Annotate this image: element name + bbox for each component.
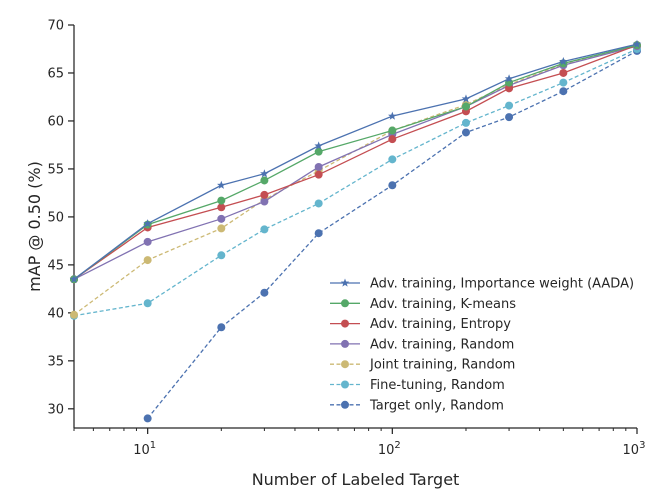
- legend-label: Target only, Random: [369, 398, 504, 413]
- legend-entry: Target only, Random: [330, 398, 504, 413]
- series-line: [73, 44, 638, 280]
- data-point: [69, 274, 79, 283]
- y-tick-label: 45: [47, 258, 64, 273]
- data-point: [314, 147, 323, 156]
- data-point: [260, 190, 269, 199]
- legend-label: Adv. training, Importance weight (AADA): [370, 277, 634, 292]
- data-point: [559, 78, 568, 87]
- data-point: [314, 199, 323, 208]
- data-point: [217, 251, 226, 260]
- y-tick-label: 40: [47, 306, 64, 321]
- x-tick-label: 102: [378, 440, 401, 458]
- legend-entry: Adv. training, K-means: [330, 297, 516, 312]
- data-point: [504, 74, 514, 83]
- y-tick-label: 50: [47, 210, 64, 225]
- y-tick-label: 55: [47, 162, 64, 177]
- y-tick-label: 30: [47, 402, 64, 417]
- data-point: [388, 126, 397, 135]
- data-point: [388, 155, 397, 164]
- series: [70, 41, 641, 284]
- y-tick-label: 35: [47, 354, 64, 369]
- series-line: [73, 48, 638, 317]
- series: [70, 42, 641, 284]
- series: [70, 44, 641, 320]
- data-point: [559, 87, 568, 96]
- data-point: [461, 118, 470, 127]
- legend-label: Adv. training, Entropy: [370, 317, 511, 332]
- data-point: [143, 256, 152, 265]
- legend-label: Joint training, Random: [369, 358, 515, 373]
- x-tick-label: 103: [623, 440, 646, 458]
- data-point: [143, 299, 152, 308]
- data-point: [143, 219, 152, 228]
- legend-marker: [341, 299, 349, 308]
- legend-entry: Fine-tuning, Random: [330, 378, 505, 393]
- data-point: [260, 176, 269, 185]
- data-point: [505, 113, 514, 122]
- legend-entry: Adv. training, Random: [330, 337, 514, 352]
- legend-entry: Adv. training, Entropy: [330, 317, 511, 332]
- series-line: [73, 45, 638, 280]
- data-point: [505, 101, 514, 110]
- legend-label: Adv. training, Random: [370, 337, 514, 352]
- y-tick-label: 70: [47, 19, 64, 34]
- data-point: [217, 180, 226, 189]
- legend-entry: Adv. training, Importance weight (AADA): [330, 277, 634, 292]
- data-point: [260, 197, 269, 206]
- legend-marker: [341, 400, 349, 409]
- data-point: [314, 141, 323, 150]
- data-point: [632, 39, 642, 48]
- data-point: [314, 163, 323, 172]
- data-point: [505, 84, 514, 93]
- legend-label: Adv. training, K-means: [370, 297, 516, 312]
- data-point: [314, 170, 323, 179]
- y-tick-label: 60: [47, 114, 64, 129]
- data-point: [388, 181, 397, 190]
- axes: 30 35 40 45 50 55 60 65 70 101 102 103: [47, 19, 645, 459]
- legend-marker: [341, 319, 349, 328]
- y-axis-label: mAP @ 0.50 (%): [25, 161, 44, 292]
- legend: Adv. training, Importance weight (AADA) A…: [330, 277, 634, 413]
- x-axis-label: Number of Labeled Target: [252, 470, 460, 489]
- series: [69, 39, 642, 283]
- data-point: [217, 323, 226, 332]
- data-point: [217, 196, 226, 205]
- data-point: [388, 135, 397, 144]
- data-point: [314, 229, 323, 238]
- y-tick-label: 65: [47, 66, 64, 81]
- data-point: [70, 310, 78, 319]
- data-point: [461, 102, 470, 111]
- data-point: [217, 224, 226, 233]
- data-point: [559, 68, 568, 77]
- data-point: [143, 237, 152, 246]
- series: [70, 41, 641, 284]
- data-point: [461, 94, 471, 103]
- series-line: [73, 44, 638, 280]
- series-line: [73, 45, 638, 316]
- data-point: [217, 214, 226, 223]
- legend-entry: Joint training, Random: [330, 358, 515, 373]
- x-tick-label: 101: [133, 440, 156, 458]
- legend-marker: [340, 278, 350, 287]
- data-point: [217, 203, 226, 212]
- legend-marker: [341, 339, 349, 348]
- data-point: [143, 414, 152, 423]
- legend-marker: [341, 380, 349, 389]
- plot-area: [69, 39, 642, 423]
- data-point: [260, 225, 269, 234]
- data-point: [461, 128, 470, 137]
- series-line: [73, 43, 638, 280]
- data-point: [260, 169, 269, 178]
- legend-marker: [341, 360, 349, 369]
- data-point: [388, 111, 397, 120]
- data-point: [260, 288, 269, 297]
- data-point: [559, 56, 568, 66]
- legend-label: Fine-tuning, Random: [370, 378, 505, 393]
